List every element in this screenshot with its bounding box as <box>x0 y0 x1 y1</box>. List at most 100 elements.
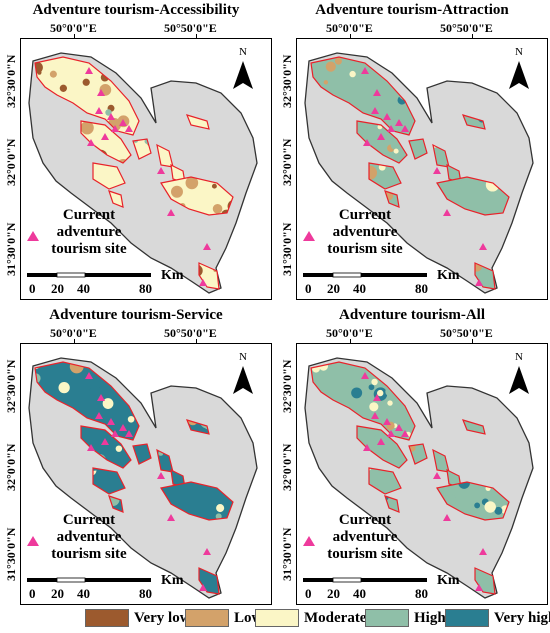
site-legend-label: adventure <box>57 529 122 545</box>
map-frame: N Current adventure tourism site Km 0 20 40 80 <box>20 38 272 300</box>
latitude-label: 32°30'0"N <box>4 359 18 413</box>
tourism-site-marker <box>475 584 483 591</box>
tourism-site-marker <box>387 125 395 132</box>
scale-tick-label: 40 <box>353 586 366 601</box>
tourism-site-marker <box>107 113 115 120</box>
scale-unit: Km <box>437 573 460 588</box>
suitability-zone <box>132 443 152 465</box>
north-label: N <box>239 46 247 58</box>
site-legend-icon <box>303 231 315 241</box>
scale-tick-label: 0 <box>29 586 36 601</box>
scale-tick-label: 0 <box>305 281 312 296</box>
scale-unit: Km <box>161 268 184 283</box>
site-legend-label: Current <box>339 207 391 223</box>
north-arrow-icon: N <box>233 351 253 394</box>
tourism-site-marker <box>443 514 451 521</box>
scale-tick-label: 80 <box>415 281 428 296</box>
scale-unit: Km <box>437 268 460 283</box>
tourism-site-marker <box>395 119 403 126</box>
map-frame: N Current adventure tourism site Km 0 20 40 80 <box>20 343 272 605</box>
suitability-zone <box>436 481 510 521</box>
legend-item-moderate: Moderate <box>255 609 366 627</box>
scale-tick-label: 80 <box>415 586 428 601</box>
north-arrow-icon: N <box>509 46 529 89</box>
site-legend-label: tourism site <box>327 546 403 562</box>
north-arrow-icon: N <box>509 351 529 394</box>
tourism-site-marker <box>95 107 103 114</box>
tourism-site-marker <box>87 444 95 451</box>
legend-label-moderate: Moderate <box>304 609 367 626</box>
graticule-tick <box>74 34 75 38</box>
suitability-zone <box>108 190 124 208</box>
longitude-label-west: 50°0'0"E <box>326 326 373 340</box>
tourism-site-marker <box>377 133 385 140</box>
latitude-label: 31°30'0"N <box>4 222 18 276</box>
tourism-site-marker <box>97 89 105 96</box>
tourism-site-marker <box>199 279 207 286</box>
longitude-label-east: 50°50'0"E <box>440 326 493 340</box>
latitude-label: 32°30'0"N <box>280 54 294 108</box>
scale-tick-label: 20 <box>327 586 340 601</box>
longitude-label-west: 50°0'0"E <box>50 21 97 35</box>
tourism-site-marker <box>363 444 371 451</box>
map-panel-all: Adventure tourism-All 50°0'0"E 50°50'0"E 32… <box>276 305 548 605</box>
graticule-tick <box>74 339 75 343</box>
legend-label-very-low: Very low <box>134 609 191 626</box>
longitude-label-west: 50°0'0"E <box>50 326 97 340</box>
tourism-site-marker <box>95 412 103 419</box>
map-panel-accessibility: Adventure tourism-Accessibility 50°0'0"E 5… <box>0 0 272 300</box>
site-legend-label: adventure <box>57 224 122 240</box>
scale-tick-label: 40 <box>353 281 366 296</box>
suitability-zone <box>368 467 402 495</box>
suitability-legend: Very low Low Moderate High Very high <box>0 606 550 630</box>
tourism-site-marker <box>475 279 483 286</box>
graticule-tick <box>196 339 197 343</box>
latitude-label: 32°30'0"N <box>4 54 18 108</box>
tourism-site-marker <box>395 424 403 431</box>
tourism-site-marker <box>157 472 165 479</box>
north-arrow-icon: N <box>233 46 253 89</box>
latitude-label: 31°30'0"N <box>4 527 18 581</box>
legend-swatch-very-high <box>445 609 489 627</box>
suitability-zone <box>92 467 126 495</box>
map-panel-service: Adventure tourism-Service 50°0'0"E 50°50'0… <box>0 305 272 605</box>
legend-item-very-low: Very low <box>85 609 191 627</box>
tourism-site-marker <box>387 430 395 437</box>
tourism-site-marker <box>401 430 409 437</box>
legend-swatch-high <box>365 609 409 627</box>
north-label: N <box>515 46 523 58</box>
latitude-label: 32°0'0"N <box>4 138 18 186</box>
panel-title: Adventure tourism-Accessibility <box>32 2 240 18</box>
latitude-label: 31°30'0"N <box>280 527 294 581</box>
suitability-zone <box>408 138 428 160</box>
longitude-label-east: 50°50'0"E <box>164 21 217 35</box>
latitude-label: 32°0'0"N <box>4 443 18 491</box>
tourism-site-marker <box>85 372 93 379</box>
site-legend-label: tourism site <box>51 546 127 562</box>
latitude-label: 31°30'0"N <box>280 222 294 276</box>
tourism-site-marker <box>479 243 487 250</box>
scale-tick-label: 40 <box>77 586 90 601</box>
tourism-site-marker <box>203 243 211 250</box>
site-legend-label: adventure <box>333 224 398 240</box>
tourism-site-marker <box>107 418 115 425</box>
scale-tick-label: 20 <box>327 281 340 296</box>
tourism-site-marker <box>361 67 369 74</box>
graticule-tick <box>196 34 197 38</box>
north-label: N <box>239 351 247 363</box>
longitude-label-east: 50°50'0"E <box>440 21 493 35</box>
tourism-site-marker <box>363 139 371 146</box>
site-legend-label: tourism site <box>327 241 403 257</box>
tourism-site-marker <box>167 514 175 521</box>
legend-swatch-low <box>185 609 229 627</box>
site-legend-icon <box>27 231 39 241</box>
tourism-site-marker <box>377 438 385 445</box>
tourism-site-marker <box>361 372 369 379</box>
site-legend-label: adventure <box>333 529 398 545</box>
tourism-site-marker <box>401 125 409 132</box>
legend-item-high: High <box>365 609 446 627</box>
longitude-label-west: 50°0'0"E <box>326 21 373 35</box>
